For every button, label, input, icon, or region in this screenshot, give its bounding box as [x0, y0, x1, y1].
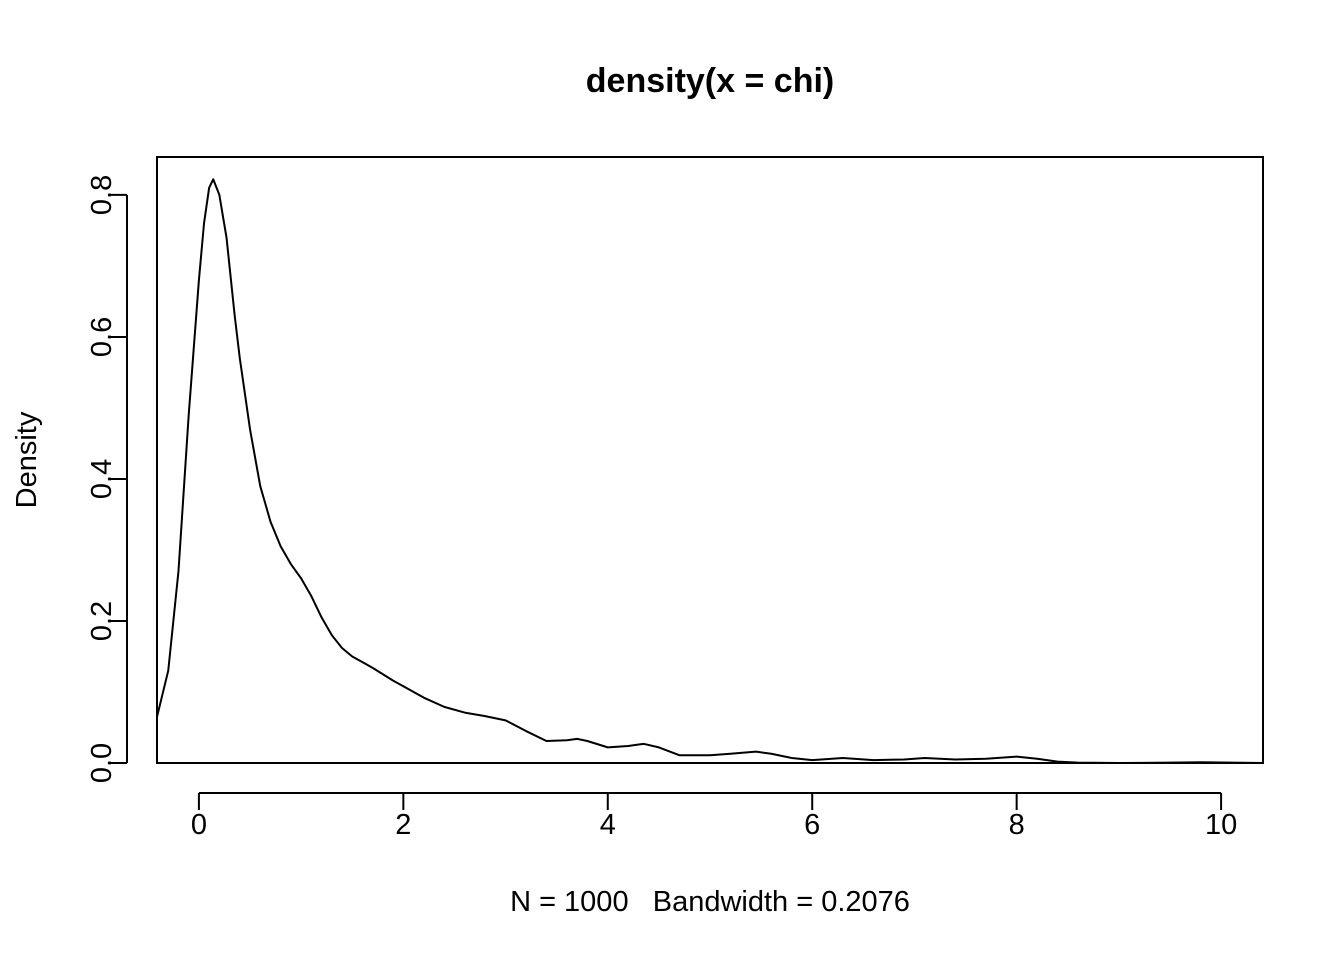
y-tick-label: 0.8 — [86, 175, 118, 215]
x-tick-label: 8 — [1009, 809, 1025, 841]
x-tick-label: 10 — [1205, 809, 1237, 841]
x-tick-label: 0 — [191, 809, 207, 841]
density-line — [156, 178, 1264, 764]
plot-area — [156, 156, 1264, 764]
x-tick-label: 6 — [804, 809, 820, 841]
y-tick-label: 0.2 — [86, 601, 118, 641]
y-axis: 0.0 0.2 0.4 0.6 0.8 — [86, 175, 128, 783]
x-tick-label: 2 — [395, 809, 411, 841]
x-axis-label: N = 1000 Bandwidth = 0.2076 — [510, 886, 910, 918]
chart-title: density(x = chi) — [586, 62, 834, 100]
y-tick-label: 0.6 — [86, 317, 118, 357]
x-axis: 0 2 4 6 8 10 — [191, 792, 1237, 841]
x-tick-label: 4 — [600, 809, 616, 841]
y-tick-label: 0.0 — [86, 743, 118, 783]
plot-frame — [156, 156, 1264, 764]
y-axis-label: Density — [11, 411, 43, 508]
y-tick-label: 0.4 — [86, 459, 118, 499]
